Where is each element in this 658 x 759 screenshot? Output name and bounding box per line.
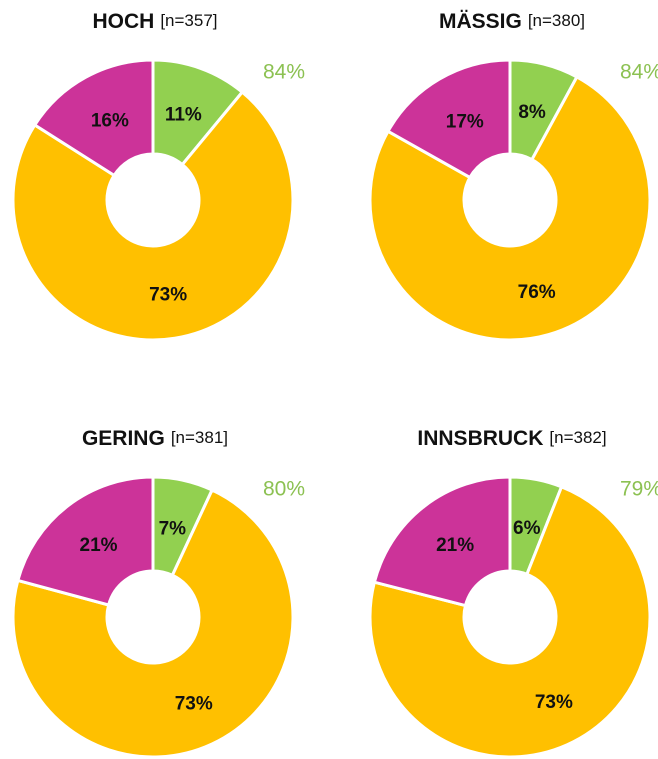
value-label: 73%	[535, 692, 573, 713]
donut-slice	[368, 74, 652, 342]
annotation: 84%	[263, 61, 305, 84]
title-text: HOCH	[92, 10, 154, 33]
value-label: 6%	[513, 518, 541, 539]
donut-slice	[372, 475, 512, 608]
donut-slice	[32, 58, 155, 178]
annotation: 84%	[620, 61, 658, 84]
chart-title: INNSBRUCK [n=382]	[417, 427, 606, 450]
title-text: INNSBRUCK	[417, 427, 543, 450]
annotation: 80%	[263, 478, 305, 501]
value-label: 8%	[518, 102, 546, 123]
donut-slice	[385, 58, 512, 180]
chart-title: MÄSSIG [n=380]	[439, 10, 585, 33]
title-text: MÄSSIG	[439, 10, 522, 33]
subtitle-text: [n=357]	[160, 11, 217, 30]
donut-slice	[11, 488, 295, 759]
subtitle-text: [n=380]	[528, 11, 585, 30]
value-label: 76%	[518, 282, 556, 303]
value-label: 73%	[149, 284, 187, 305]
donut-slice	[16, 475, 155, 607]
chart-title: GERING [n=381]	[82, 427, 228, 450]
value-label: 11%	[165, 105, 202, 126]
value-label: 21%	[436, 535, 474, 556]
value-label: 7%	[159, 519, 187, 540]
subtitle-text: [n=382]	[549, 428, 606, 447]
value-label: 17%	[446, 112, 484, 133]
annotation: 79%	[620, 478, 658, 501]
subtitle-text: [n=381]	[171, 428, 228, 447]
title-text: GERING	[82, 427, 165, 450]
donut-slice	[11, 90, 295, 342]
value-label: 73%	[175, 694, 213, 715]
value-label: 21%	[80, 535, 118, 556]
donut-slice	[368, 484, 652, 759]
chart-title: HOCH [n=357]	[92, 10, 217, 33]
value-label: 16%	[91, 110, 129, 131]
